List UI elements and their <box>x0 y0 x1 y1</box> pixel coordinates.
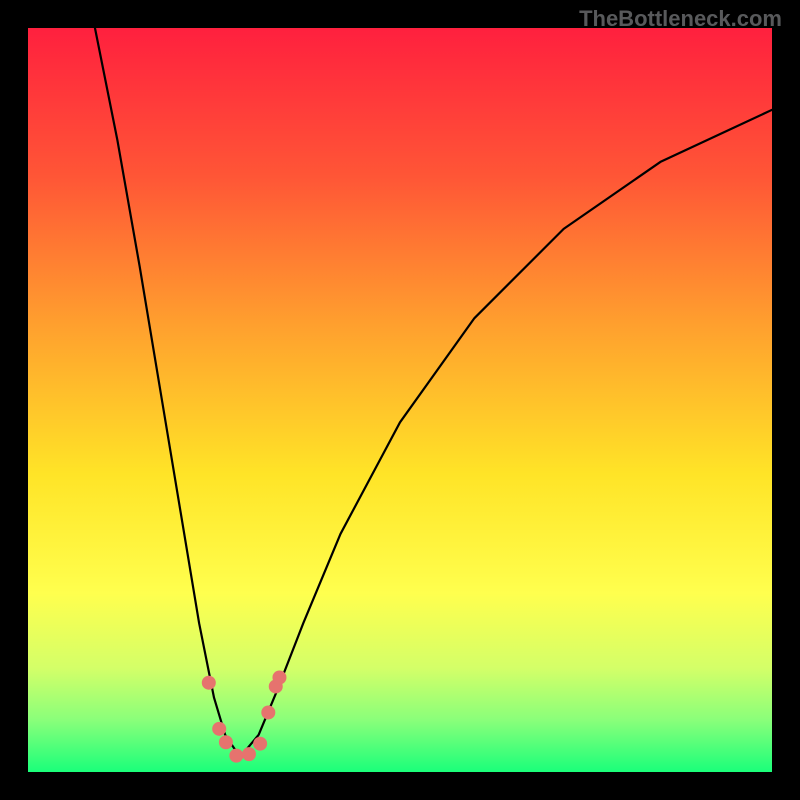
watermark-text: TheBottleneck.com <box>579 6 782 32</box>
curve-marker <box>242 747 256 761</box>
plot-area <box>28 28 772 772</box>
curve-marker <box>261 705 275 719</box>
curve-marker <box>229 749 243 763</box>
chart-container: TheBottleneck.com <box>0 0 800 800</box>
curve-marker <box>272 671 286 685</box>
chart-svg <box>28 28 772 772</box>
curve-marker <box>202 676 216 690</box>
curve-marker <box>219 735 233 749</box>
curve-marker <box>253 737 267 751</box>
curve-marker <box>212 722 226 736</box>
